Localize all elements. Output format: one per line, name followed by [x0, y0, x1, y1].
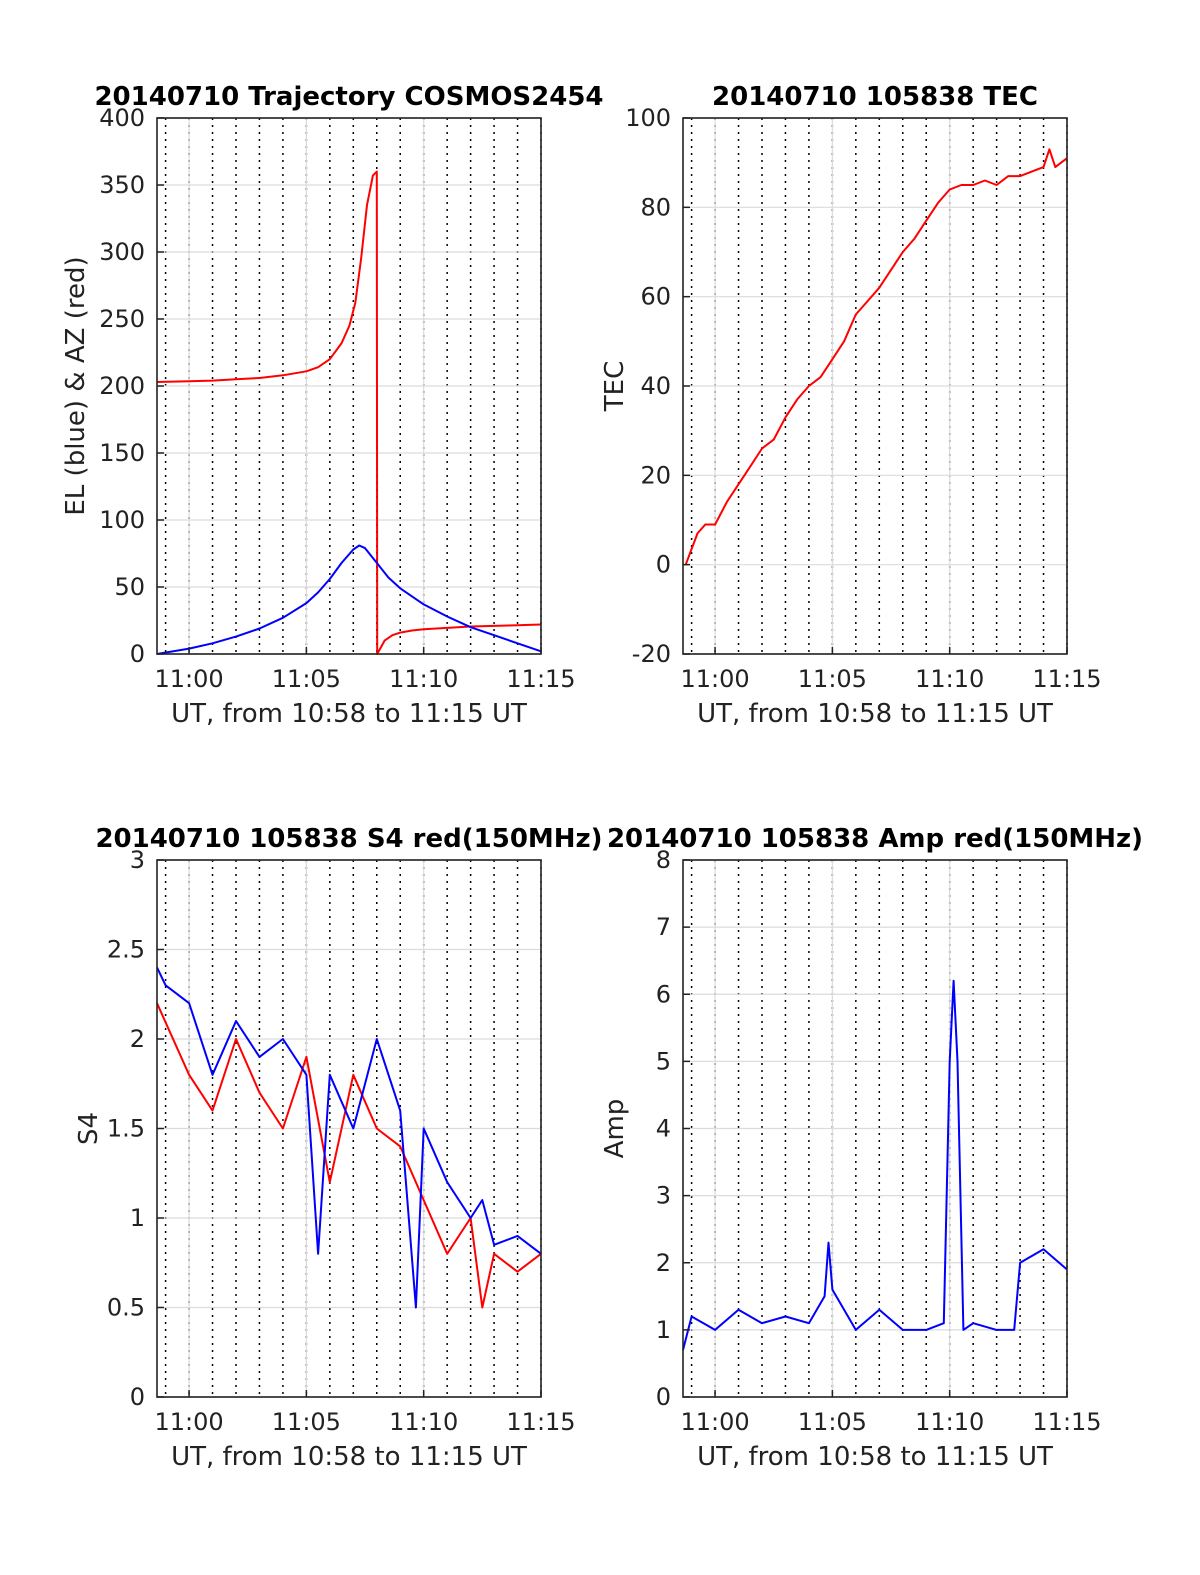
- y-tick-label: 0.5: [107, 1294, 145, 1322]
- y-tick-label: 2: [656, 1249, 671, 1277]
- y-tick-label: 3: [656, 1182, 671, 1210]
- y-axis-label: EL (blue) & AZ (red): [61, 256, 91, 515]
- y-tick-label: 1: [130, 1204, 145, 1232]
- x-tick-label: 11:05: [798, 665, 867, 693]
- x-tick-label: 11:10: [915, 665, 984, 693]
- x-axis-label: UT, from 10:58 to 11:15 UT: [171, 1442, 527, 1472]
- y-tick-label: 200: [99, 372, 145, 400]
- major-gridlines: [157, 859, 542, 1398]
- series-line-1: [682, 979, 1068, 1351]
- y-tick-label: 400: [99, 104, 145, 132]
- chart-title: 20140710 Trajectory COSMOS2454: [94, 82, 603, 112]
- chart-panel-3: 11:00 11:05 11:10 11:15 0 0.5 1 1.5 2 2.5 32014071…: [74, 824, 603, 1472]
- x-tick-label: 11:15: [1032, 665, 1101, 693]
- y-tick-label: 50: [114, 573, 145, 601]
- chart-title: 20140710 105838 TEC: [712, 82, 1038, 112]
- y-tick-label: 40: [640, 372, 671, 400]
- y-tick-label: 1: [656, 1316, 671, 1344]
- x-tick-label: 11:00: [680, 1408, 749, 1436]
- chart-title: 20140710 105838 S4 red(150MHz): [95, 824, 602, 854]
- y-tick-label: 4: [656, 1115, 671, 1143]
- x-tick-label: 11:15: [1032, 1408, 1101, 1436]
- y-tick-label: 6: [656, 980, 671, 1008]
- series-line-2: [156, 544, 542, 655]
- y-tick-label: 0: [656, 1383, 671, 1411]
- series-line-2: [156, 966, 542, 1309]
- x-tick-label: 11:15: [506, 1408, 575, 1436]
- y-tick-label: 2: [130, 1025, 145, 1053]
- y-tick-label: 8: [656, 846, 671, 874]
- y-tick-label: -20: [632, 640, 671, 668]
- y-tick-label: 150: [99, 439, 145, 467]
- series-line-1: [156, 170, 542, 655]
- x-tick-label: 11:05: [272, 665, 341, 693]
- major-gridlines: [683, 117, 1068, 655]
- x-tick-label: 11:05: [272, 1408, 341, 1436]
- y-tick-label: 60: [640, 283, 671, 311]
- x-tick-label: 11:00: [154, 1408, 223, 1436]
- y-tick-label: 3: [130, 846, 145, 874]
- y-tick-label: 0: [130, 640, 145, 668]
- series-line-1: [684, 148, 1068, 566]
- y-tick-label: 0: [656, 551, 671, 579]
- x-tick-label: 11:00: [154, 665, 223, 693]
- major-gridlines: [683, 859, 1068, 1398]
- x-axis-label: UT, from 10:58 to 11:15 UT: [171, 699, 527, 729]
- y-axis-label: Amp: [600, 1099, 630, 1159]
- chart-title: 20140710 105838 Amp red(150MHz): [607, 824, 1143, 854]
- chart-panel-1: 11:00 11:05 11:10 11:15 0 50 100 150 200 250 300 35…: [61, 82, 604, 729]
- x-tick-label: 11:00: [680, 665, 749, 693]
- x-tick-label: 11:15: [506, 665, 575, 693]
- major-gridlines: [157, 117, 542, 655]
- y-tick-label: 100: [99, 506, 145, 534]
- y-tick-label: 300: [99, 238, 145, 266]
- y-axis-label: S4: [74, 1112, 104, 1145]
- x-tick-label: 11:10: [389, 1408, 458, 1436]
- x-axis-label: UT, from 10:58 to 11:15 UT: [697, 699, 1053, 729]
- y-tick-label: 2.5: [107, 936, 145, 964]
- y-tick-label: 100: [625, 104, 671, 132]
- x-tick-label: 11:05: [798, 1408, 867, 1436]
- y-tick-label: 0: [130, 1383, 145, 1411]
- y-tick-label: 250: [99, 305, 145, 333]
- series-line-1: [156, 1002, 542, 1309]
- y-tick-label: 350: [99, 171, 145, 199]
- y-axis-label: TEC: [600, 361, 630, 412]
- chart-panel-2: 11:00 11:05 11:10 11:15 -20 0 20 40 60 80 100 20140…: [600, 82, 1102, 729]
- x-axis-label: UT, from 10:58 to 11:15 UT: [697, 1442, 1053, 1472]
- y-tick-label: 7: [656, 913, 671, 941]
- x-tick-label: 11:10: [915, 1408, 984, 1436]
- x-tick-label: 11:10: [389, 665, 458, 693]
- y-tick-label: 20: [640, 461, 671, 489]
- y-tick-label: 1.5: [107, 1115, 145, 1143]
- y-tick-label: 5: [656, 1047, 671, 1075]
- y-tick-label: 80: [640, 193, 671, 221]
